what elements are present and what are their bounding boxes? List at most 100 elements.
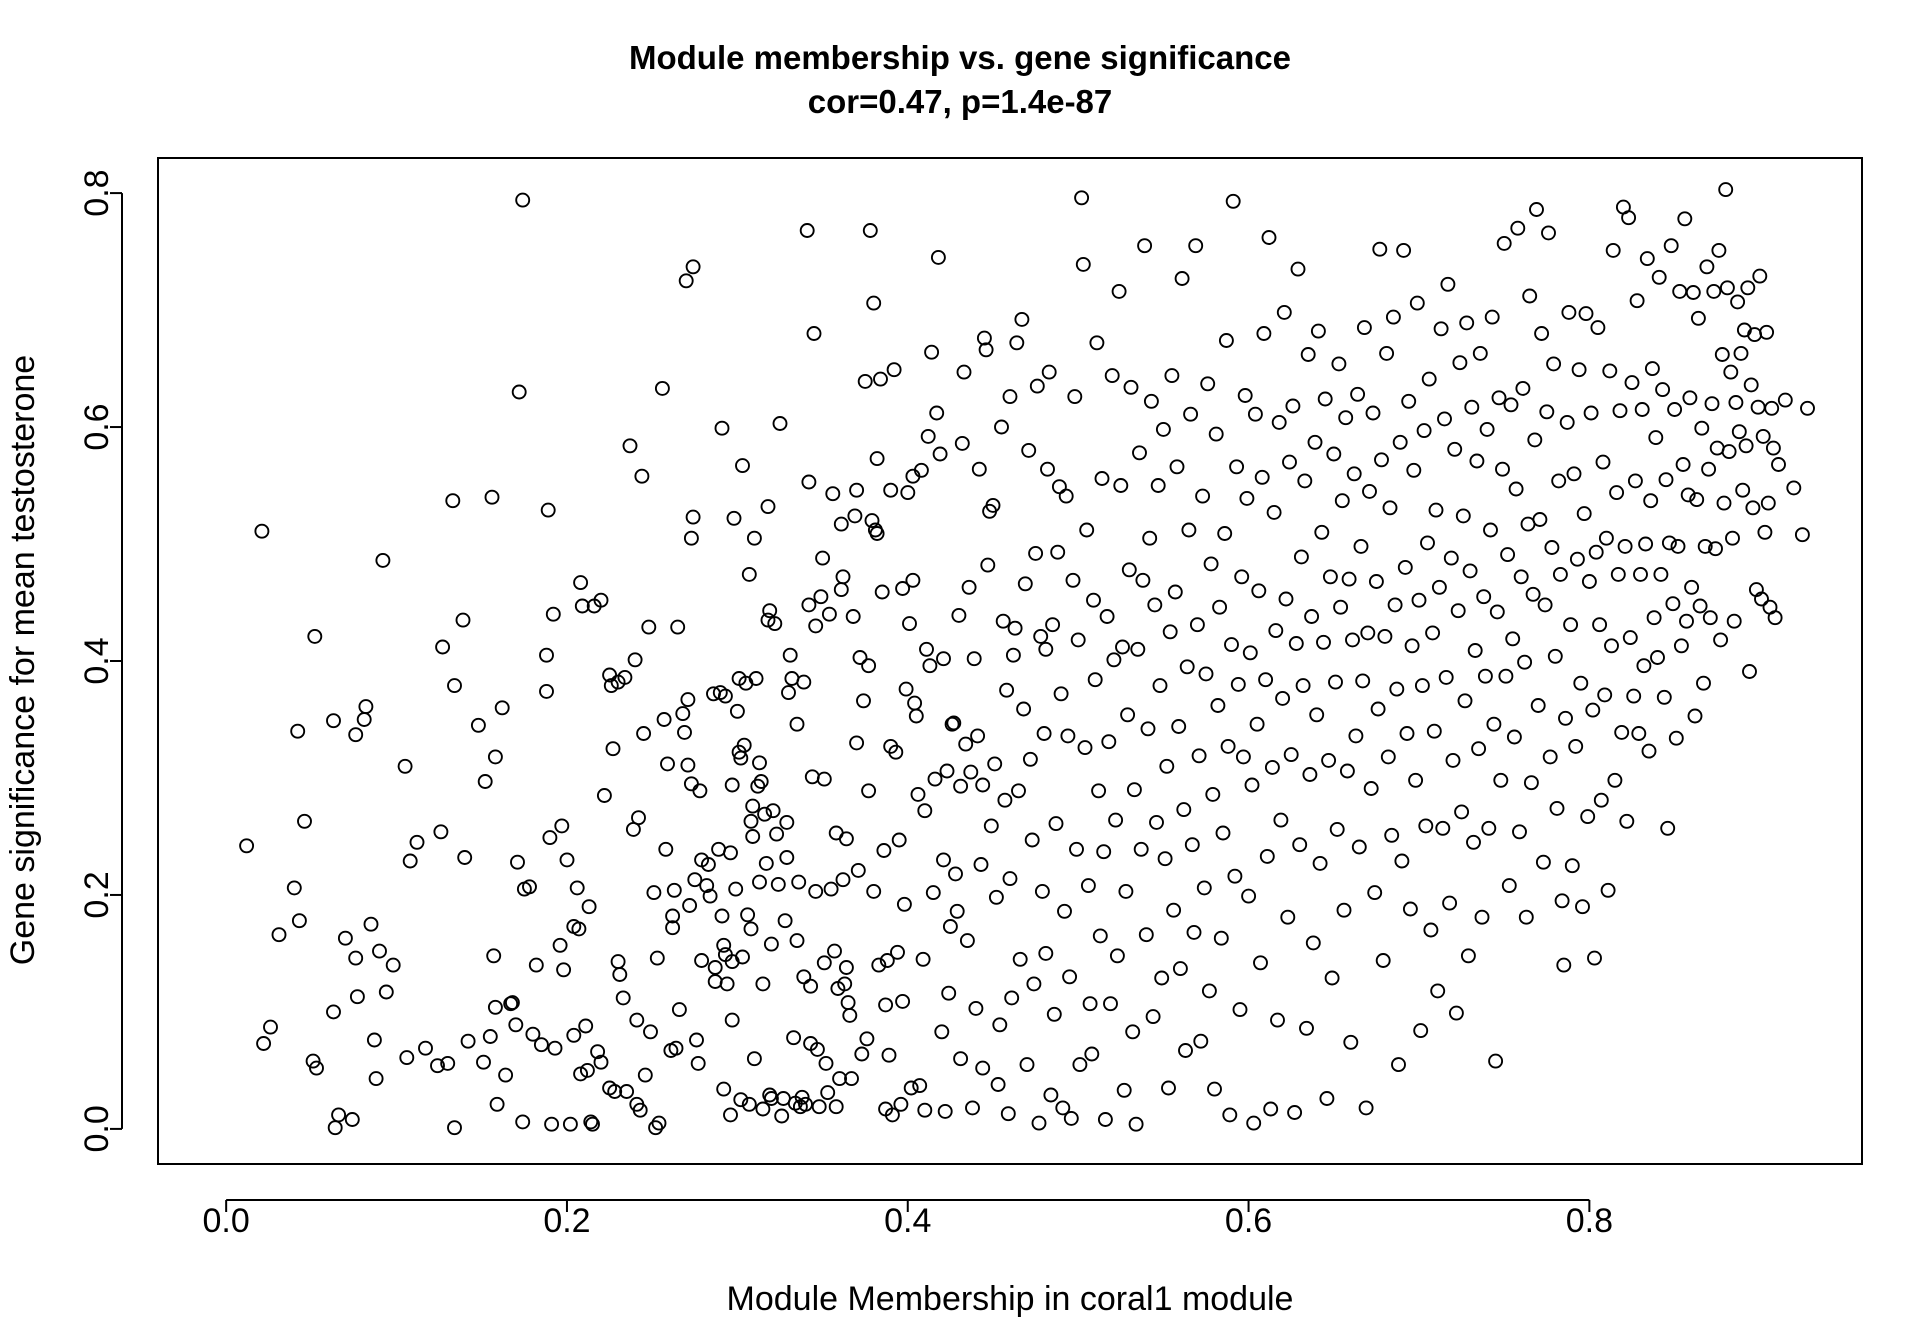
data-point — [1408, 772, 1424, 788]
data-point — [796, 674, 812, 690]
data-point — [685, 509, 701, 525]
data-point — [1278, 591, 1294, 607]
data-point — [685, 259, 701, 275]
data-point — [1653, 566, 1669, 582]
data-point — [1600, 882, 1616, 898]
data-point — [1011, 783, 1026, 799]
data-point — [525, 1026, 541, 1042]
data-point — [779, 850, 795, 865]
data-point — [1450, 603, 1466, 619]
data-point — [1232, 1002, 1248, 1018]
data-point — [1154, 970, 1170, 986]
data-point — [1368, 574, 1384, 589]
data-point — [581, 899, 597, 915]
data-point — [716, 937, 732, 953]
data-point — [1495, 461, 1510, 477]
data-point — [1070, 632, 1086, 648]
data-point — [1437, 411, 1452, 427]
data-point — [402, 853, 418, 869]
data-point — [1300, 347, 1316, 362]
data-point — [1310, 323, 1326, 339]
data-point — [1012, 951, 1028, 967]
data-point — [866, 883, 882, 899]
data-point — [1021, 442, 1037, 458]
data-point — [1033, 628, 1049, 644]
data-point — [590, 1044, 606, 1060]
data-point — [1541, 225, 1556, 241]
data-point — [593, 1054, 609, 1070]
data-point — [1431, 579, 1447, 595]
data-point — [1295, 678, 1311, 694]
data-point — [791, 874, 807, 890]
data-point — [1684, 579, 1700, 595]
data-point — [1708, 541, 1723, 557]
data-point — [1258, 672, 1274, 688]
data-point — [510, 854, 525, 870]
data-point — [1610, 566, 1626, 582]
data-point — [1125, 1024, 1141, 1040]
y-tick-label: 0.2 — [78, 871, 116, 918]
data-point — [1627, 473, 1643, 489]
data-point — [767, 616, 783, 632]
x-axis-label: Module Membership in coral1 module — [727, 1280, 1294, 1318]
data-point — [1508, 481, 1524, 497]
data-point — [789, 716, 805, 732]
data-point — [1314, 524, 1330, 540]
data-point — [1547, 648, 1563, 664]
data-point — [1568, 738, 1584, 754]
data-point — [1426, 723, 1442, 739]
data-point — [842, 1007, 858, 1023]
data-point — [1321, 752, 1337, 768]
data-point — [1728, 395, 1744, 410]
data-point — [1287, 1105, 1303, 1120]
data-point — [1178, 1043, 1193, 1058]
data-point — [409, 834, 425, 850]
data-point — [724, 1012, 740, 1028]
data-point — [1365, 405, 1381, 421]
data-point — [844, 1071, 859, 1087]
data-point — [1026, 976, 1042, 992]
data-point — [912, 1078, 928, 1094]
data-point — [883, 482, 899, 498]
data-point — [1234, 569, 1250, 585]
data-point — [445, 493, 461, 509]
data-point — [719, 976, 735, 992]
data-point — [913, 462, 929, 478]
data-point — [1184, 837, 1200, 853]
data-point — [1733, 345, 1749, 361]
data-point — [1019, 1057, 1035, 1073]
data-point — [895, 993, 911, 1009]
data-point — [1115, 639, 1130, 655]
data-point — [1771, 457, 1786, 472]
data-point — [573, 575, 589, 591]
data-point — [1009, 335, 1025, 351]
data-point — [1464, 399, 1480, 415]
data-point — [765, 803, 781, 819]
data-point — [1028, 545, 1044, 561]
data-point — [946, 715, 962, 731]
data-point — [1106, 652, 1122, 668]
data-point — [690, 1055, 706, 1071]
data-point — [1179, 659, 1195, 675]
data-point — [995, 613, 1011, 629]
data-point — [1711, 242, 1727, 258]
data-point — [1336, 902, 1352, 918]
data-point — [1188, 238, 1204, 254]
data-point — [917, 1102, 933, 1118]
data-point — [1685, 285, 1701, 300]
data-point — [1539, 404, 1555, 420]
points-layer — [239, 182, 1815, 1136]
data-point — [799, 223, 815, 238]
data-point — [1307, 434, 1323, 450]
data-point — [1166, 902, 1182, 918]
data-point — [385, 957, 401, 973]
data-point — [508, 1017, 524, 1033]
data-point — [489, 1096, 505, 1112]
data-point — [1069, 841, 1084, 857]
data-point — [825, 486, 841, 502]
data-point — [1283, 747, 1299, 763]
data-point — [1477, 668, 1493, 684]
data-point — [1542, 749, 1558, 765]
data-point — [733, 1092, 749, 1108]
